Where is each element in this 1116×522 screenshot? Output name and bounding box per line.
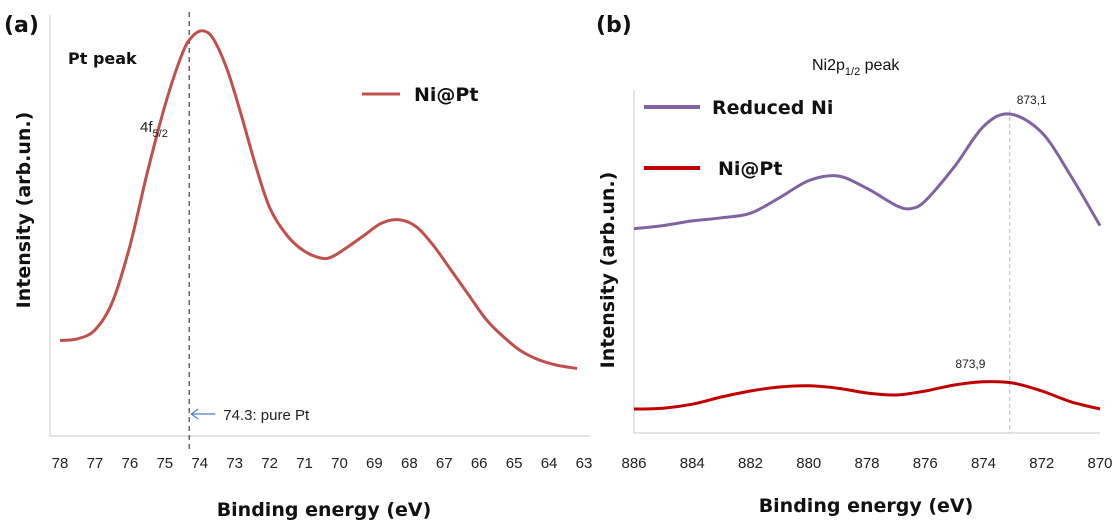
- panel-b: (b) Ni2p1/2 peak 886 884 882 880 878 876 874 87…: [596, 13, 1113, 517]
- panel-b-legend-label-ni-pt: Ni@Pt: [718, 158, 782, 180]
- panel-a-arrow-head: [190, 408, 199, 420]
- x-tick-label: 882: [738, 455, 763, 472]
- x-tick-label: 884: [680, 455, 705, 472]
- x-tick-label: 880: [796, 455, 821, 472]
- panel-b-peak-label-reduced-ni: 873,1: [1017, 93, 1047, 107]
- x-tick-label: 69: [366, 455, 383, 472]
- panel-a: (a) Pt peak 78 77 76 75 74 73 72 71 70 69 68 67 66 65…: [4, 12, 592, 521]
- panel-a-x-label: Binding energy (eV): [217, 499, 432, 521]
- x-tick-label: 70: [331, 455, 348, 472]
- x-tick-label: 73: [226, 455, 243, 472]
- panel-a-4f-label: 4f5/2: [140, 119, 168, 140]
- x-tick-label: 75: [156, 455, 173, 472]
- x-tick-label: 63: [576, 455, 593, 472]
- panel-b-series-reduced-ni-line: [633, 112, 1102, 231]
- panel-b-legend-label-reduced-ni: Reduced Ni: [712, 97, 833, 119]
- x-tick-label: 68: [401, 455, 418, 472]
- panel-a-title: Pt peak: [68, 49, 137, 68]
- x-tick-label: 71: [296, 455, 313, 472]
- panel-b-peak-label-ni-pt: 873,9: [955, 357, 985, 371]
- x-tick-label: 874: [971, 455, 996, 472]
- x-tick-label: 876: [913, 455, 938, 472]
- panel-b-series-ni-pt-line: [633, 380, 1101, 411]
- panel-b-label: (b): [596, 13, 632, 38]
- panel-b-x-label: Binding energy (eV): [759, 495, 974, 517]
- x-tick-label: 77: [87, 455, 104, 472]
- panel-a-label: (a): [4, 13, 39, 38]
- panel-a-series-ni-pt-line: [59, 29, 578, 370]
- x-tick-label: 65: [506, 455, 523, 472]
- x-tick-label: 76: [122, 455, 139, 472]
- x-tick-label: 872: [1029, 455, 1054, 472]
- panel-b-x-ticks: 886 884 882 880 878 876 874 872 870: [621, 455, 1112, 472]
- panel-a-y-label: Intensity (arb.un.): [13, 112, 35, 309]
- panel-a-legend-label: Ni@Pt: [414, 84, 478, 106]
- panel-b-y-label: Intensity (arb.un.): [597, 172, 619, 369]
- x-tick-label: 64: [541, 455, 558, 472]
- x-tick-label: 72: [261, 455, 278, 472]
- x-tick-label: 886: [621, 455, 646, 472]
- x-tick-label: 74: [191, 455, 208, 472]
- panel-a-pure-pt-label: 74.3: pure Pt: [223, 407, 310, 424]
- x-tick-label: 67: [436, 455, 453, 472]
- panel-a-x-ticks: 78 77 76 75 74 73 72 71 70 69 68 67 66 65 64 63: [52, 455, 593, 472]
- panel-b-title: Ni2p1/2 peak: [812, 57, 900, 78]
- x-tick-label: 870: [1087, 455, 1112, 472]
- x-tick-label: 878: [854, 455, 879, 472]
- x-tick-label: 78: [52, 455, 69, 472]
- x-tick-label: 66: [471, 455, 488, 472]
